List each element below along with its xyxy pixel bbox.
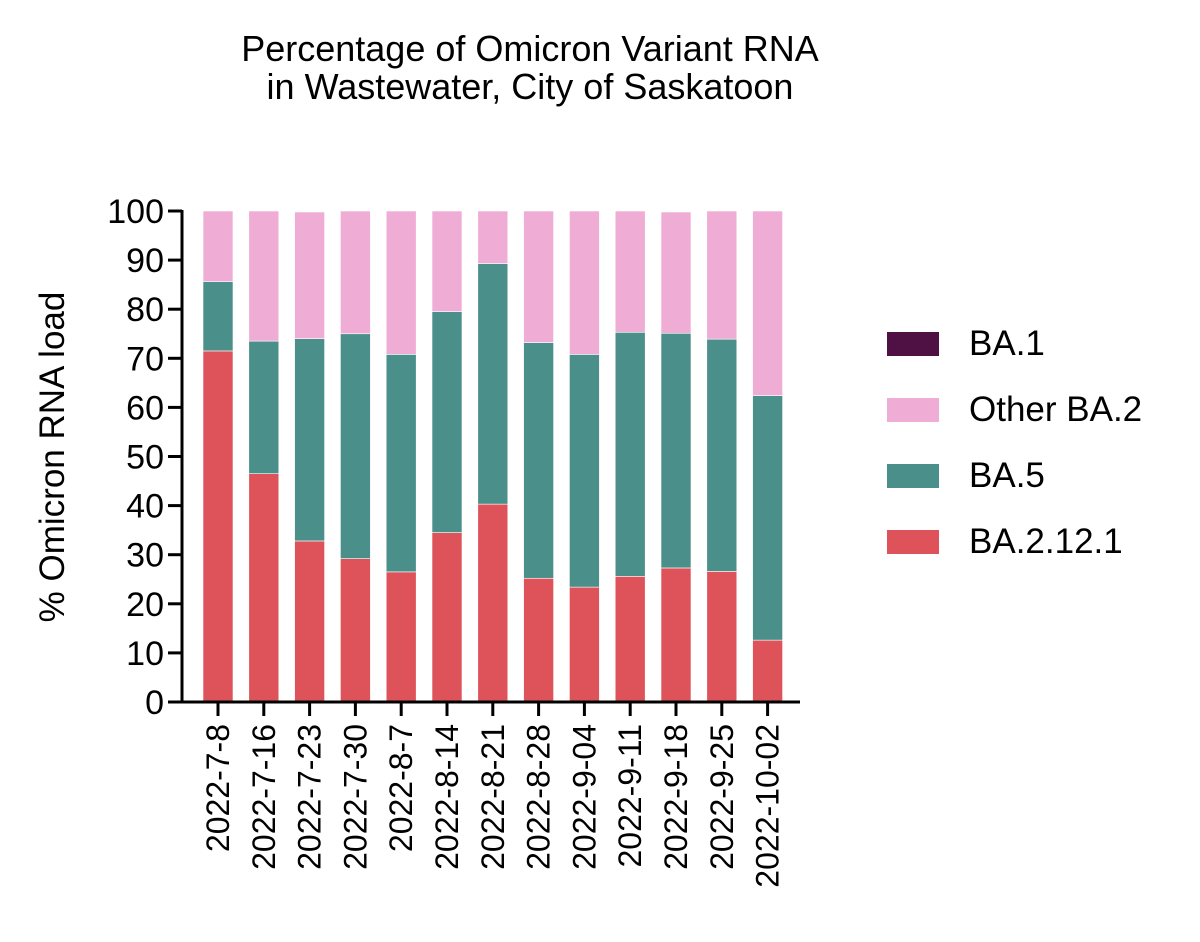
- legend-label: BA.2.12.1: [969, 522, 1123, 561]
- bar-segment-ba-2-12-1-11: [706, 571, 738, 703]
- bar-segment-ba-5-0: [202, 281, 234, 352]
- x-tick-label-5: 2022-8-14: [429, 724, 465, 870]
- x-tick-label-8: 2022-9-04: [566, 724, 602, 870]
- bar-segment-other ba-2-12: [752, 210, 783, 396]
- bar-segment-ba-2-12-1-5: [431, 532, 463, 703]
- legend-label: Other BA.2: [969, 390, 1143, 429]
- x-tick-label-9: 2022-9-11: [612, 724, 648, 868]
- bar-segment-ba-5-9: [614, 331, 646, 577]
- bar-segment-other ba-2-0: [202, 210, 234, 283]
- y-tick-label-40: 40: [126, 488, 164, 526]
- bar-segment-ba-5-7: [523, 342, 554, 579]
- bar-segment-ba-2-12-1-12: [752, 639, 783, 703]
- bar-segment-ba-2-12-1-7: [523, 577, 554, 703]
- bar-segment-ba-5-12: [752, 395, 783, 641]
- x-tick-label-4: 2022-8-7: [383, 724, 419, 852]
- chart-title-line-1: Percentage of Omicron Variant RNA: [241, 28, 819, 69]
- bar-segment-other ba-2-3: [340, 210, 371, 335]
- bar-segment-ba-5-5: [431, 311, 463, 533]
- y-tick-label-50: 50: [126, 439, 164, 477]
- x-tick-label-1: 2022-7-16: [246, 724, 282, 870]
- x-tick-label-3: 2022-7-30: [337, 724, 373, 870]
- legend-label: BA.5: [969, 456, 1045, 495]
- bar-segment-other ba-2-11: [706, 210, 738, 340]
- bar-segment-ba-2-12-1-8: [569, 586, 600, 703]
- bar-segment-other ba-2-1: [248, 210, 280, 342]
- x-tick-label-11: 2022-9-25: [704, 724, 740, 870]
- bar-segment-other ba-2-5: [431, 210, 463, 312]
- bar-segment-ba-5-11: [706, 338, 738, 572]
- legend-swatch: [887, 398, 939, 422]
- y-tick-label-80: 80: [126, 291, 164, 329]
- y-tick-label-70: 70: [126, 340, 164, 378]
- x-tick-label-0: 2022-7-8: [200, 724, 236, 852]
- bar-segment-ba-2-12-1-6: [477, 503, 509, 703]
- bar-segment-ba-2-12-1-9: [614, 576, 646, 703]
- bar-segment-other ba-2-8: [569, 210, 600, 355]
- bar-segment-ba-5-1: [248, 340, 280, 474]
- chart-title: Percentage of Omicron Variant RNA in Was…: [0, 30, 1060, 106]
- x-tick-label-7: 2022-8-28: [521, 724, 557, 870]
- bar-segment-ba-2-12-1-3: [340, 558, 371, 703]
- ticks-layer: 0 10 20 30 40 50 60 70 80 90 100 2022-7-8 2022-7-16 2…: [107, 193, 785, 888]
- bar-segment-other ba-2-6: [477, 210, 509, 264]
- bar-segment-ba-2-12-1-4: [385, 571, 417, 703]
- y-tick-label-10: 10: [126, 635, 164, 673]
- bar-segment-other ba-2-9: [614, 210, 646, 333]
- x-tick-label-12: 2022-10-02: [750, 724, 786, 888]
- bar-segment-ba-2-12-1-10: [660, 567, 692, 703]
- y-axis-label: % Omicron RNA load: [33, 292, 72, 623]
- bar-segment-ba-5-8: [569, 354, 600, 588]
- y-tick-label-20: 20: [126, 586, 164, 624]
- y-tick-label-60: 60: [126, 389, 164, 427]
- x-tick-label-6: 2022-8-21: [475, 724, 511, 870]
- bar-segment-ba-2-12-1-2: [294, 540, 325, 703]
- chart-title-line-2: in Wastewater, City of Saskatoon: [266, 66, 794, 107]
- legend-swatch: [887, 464, 939, 488]
- bar-segment-ba-5-6: [477, 263, 509, 505]
- legend-swatch: [887, 530, 939, 554]
- bar-segment-other ba-2-4: [385, 210, 417, 355]
- y-tick-label-90: 90: [126, 242, 164, 280]
- bar-segment-other ba-2-2: [294, 211, 325, 339]
- bar-segment-ba-2-12-1-1: [248, 473, 280, 703]
- y-tick-label-0: 0: [145, 684, 164, 722]
- x-tick-label-2: 2022-7-23: [292, 724, 328, 870]
- bar-segment-other ba-2-7: [523, 210, 554, 343]
- bar-segment-ba-5-10: [660, 332, 692, 569]
- bar-segment-other ba-2-10: [660, 211, 692, 334]
- bar-segment-ba-5-2: [294, 338, 325, 542]
- legend-label: BA.1: [969, 324, 1045, 363]
- bars-layer: [202, 210, 783, 703]
- bar-segment-ba-5-4: [385, 354, 417, 573]
- x-tick-label-10: 2022-9-18: [658, 724, 694, 870]
- bar-segment-ba-5-3: [340, 333, 371, 559]
- legend-swatch: [887, 332, 939, 356]
- y-tick-label-30: 30: [126, 537, 164, 575]
- y-tick-label-100: 100: [107, 193, 164, 231]
- bar-segment-ba-2-12-1-0: [202, 350, 234, 703]
